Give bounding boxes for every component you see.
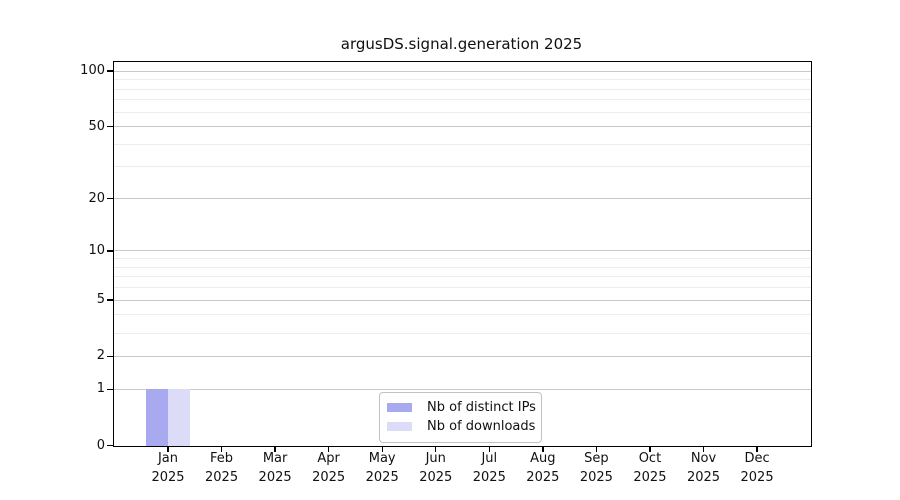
- x-tick-label: Jun 2025: [396, 449, 476, 487]
- month-label: Dec: [744, 451, 770, 466]
- x-tick-label: Feb 2025: [182, 449, 262, 487]
- year-label: 2025: [419, 470, 453, 485]
- y-axis-tick: [107, 125, 113, 128]
- x-tick-label: Oct 2025: [610, 449, 690, 487]
- month-label: Jun: [425, 451, 446, 466]
- year-label: 2025: [633, 470, 667, 485]
- year-label: 2025: [579, 470, 613, 485]
- y-axis-tick: [107, 197, 113, 200]
- x-axis-tick: [327, 447, 330, 452]
- minor-gridline: [114, 287, 811, 289]
- x-tick-label: Jan 2025: [128, 449, 208, 487]
- year-label: 2025: [740, 470, 774, 485]
- x-tick-label: Nov 2025: [664, 449, 744, 487]
- x-axis-tick: [488, 447, 490, 452]
- major-gridline: [114, 355, 811, 357]
- y-axis-tick: [107, 70, 113, 72]
- x-axis-tick: [167, 447, 169, 452]
- minor-gridline: [114, 111, 811, 113]
- y-tick-label: 0: [96, 437, 105, 453]
- minor-gridline: [114, 258, 811, 260]
- minor-gridline: [114, 314, 811, 316]
- minor-gridline: [114, 276, 811, 278]
- y-axis-tick: [107, 444, 113, 447]
- x-axis-tick: [702, 447, 705, 452]
- x-axis-tick: [756, 447, 758, 452]
- x-axis-tick: [220, 447, 223, 452]
- legend-row: Nb of distinct IPs: [387, 398, 536, 417]
- y-tick-label: 5: [96, 292, 105, 308]
- year-label: 2025: [312, 470, 346, 485]
- year-label: 2025: [151, 470, 185, 485]
- x-tick-label: May 2025: [342, 449, 422, 487]
- x-tick-label: Mar 2025: [235, 449, 315, 487]
- month-label: Oct: [638, 451, 662, 466]
- x-axis-tick: [649, 447, 651, 452]
- minor-gridline: [114, 88, 811, 90]
- bar-nb-of-downloads: [168, 389, 190, 446]
- month-label: Mar: [262, 451, 288, 466]
- x-axis-tick: [595, 447, 598, 452]
- x-axis-tick: [274, 447, 276, 452]
- legend-swatch-icon: [387, 422, 412, 431]
- minor-gridline: [114, 99, 811, 101]
- year-label: 2025: [205, 470, 239, 485]
- y-tick-label: 10: [88, 242, 105, 258]
- year-label: 2025: [472, 470, 506, 485]
- major-gridline: [114, 198, 811, 200]
- x-tick-label: Sep 2025: [556, 449, 636, 487]
- major-gridline: [114, 70, 811, 72]
- year-label: 2025: [686, 470, 721, 485]
- y-tick-label: 1: [96, 381, 105, 397]
- month-label: May: [368, 451, 396, 466]
- month-label: Feb: [210, 451, 234, 466]
- x-tick-label: Apr 2025: [289, 449, 369, 487]
- x-tick-label: Aug 2025: [503, 449, 583, 487]
- year-label: 2025: [258, 470, 292, 485]
- y-axis-tick: [107, 250, 113, 252]
- plot-area: 0 1 2 5 10 20 50 100 Jan 2025 Feb 2025 Mar 2025 Apr 202…: [80, 61, 812, 485]
- major-gridline: [114, 388, 811, 390]
- year-label: 2025: [365, 470, 399, 485]
- legend: Nb of distinct IPs Nb of downloads: [379, 392, 542, 443]
- y-axis-tick: [107, 355, 113, 358]
- month-label: Sep: [584, 451, 609, 466]
- x-axis-tick: [381, 447, 383, 452]
- month-label: Aug: [530, 451, 556, 466]
- minor-gridline: [114, 166, 811, 168]
- minor-gridline: [114, 79, 811, 81]
- y-tick-label: 50: [88, 118, 105, 134]
- y-axis-tick: [107, 299, 113, 301]
- x-tick-label: Jul 2025: [449, 449, 529, 487]
- y-tick-label: 100: [80, 63, 105, 79]
- month-label: Jul: [481, 451, 498, 466]
- legend-row: Nb of downloads: [387, 417, 536, 436]
- legend-swatch-icon: [387, 403, 412, 412]
- chart-title: argusDS.signal.generation 2025: [340, 35, 583, 53]
- year-label: 2025: [526, 470, 560, 485]
- legend-label: Nb of downloads: [427, 419, 536, 434]
- x-axis-tick: [435, 447, 437, 452]
- x-axis-tick: [542, 447, 544, 452]
- y-tick-label: 20: [88, 190, 105, 206]
- y-axis-tick: [107, 388, 113, 390]
- x-tick-label: Dec 2025: [717, 449, 797, 487]
- minor-gridline: [114, 332, 811, 334]
- minor-gridline: [114, 266, 811, 268]
- bar-nb-of-distinct-ips: [146, 389, 168, 446]
- major-gridline: [114, 299, 811, 301]
- major-gridline: [114, 250, 811, 252]
- month-label: Apr: [317, 451, 340, 466]
- minor-gridline: [114, 143, 811, 145]
- legend-label: Nb of distinct IPs: [427, 400, 536, 415]
- y-tick-label: 2: [96, 348, 105, 364]
- month-label: Nov: [690, 451, 717, 466]
- month-label: Jan: [157, 451, 179, 466]
- major-gridline: [114, 126, 811, 128]
